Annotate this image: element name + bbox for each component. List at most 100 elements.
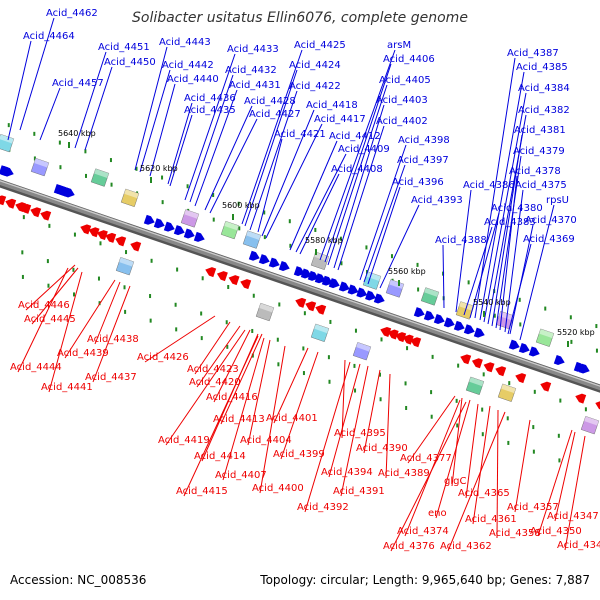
forward-gene-label: arsM <box>387 40 411 51</box>
feature-layer <box>0 133 600 435</box>
scale-label: 5540 kbp <box>473 298 511 307</box>
reverse-gene-arrow <box>20 203 32 214</box>
reverse-gene-label: Acid_4426 <box>137 352 189 363</box>
reverse-leader-line <box>304 361 351 513</box>
tick-mark <box>161 175 164 180</box>
forward-gene-label: Acid_4402 <box>376 116 428 127</box>
feature-box <box>535 328 555 347</box>
tick-mark <box>135 166 138 171</box>
forward-leader-line <box>479 71 525 321</box>
tick-mark <box>482 372 485 377</box>
forward-leader-line <box>319 49 396 261</box>
reverse-gene-arrow <box>315 304 327 315</box>
length-value: 9,965,640 bp; <box>421 573 507 587</box>
tick-mark <box>110 182 113 187</box>
reverse-gene-label: glgC <box>444 476 466 487</box>
tick-mark <box>161 200 164 205</box>
reverse-gene-arrow <box>483 362 495 373</box>
forward-leader-line <box>469 212 500 319</box>
reverse-leader-line <box>554 431 576 522</box>
tick-mark <box>339 236 342 241</box>
forward-leader-line <box>299 173 340 255</box>
forward-gene-label: Acid_4398 <box>398 135 450 146</box>
tick-mark <box>48 223 51 228</box>
forward-gene-label: rpsU <box>546 195 569 206</box>
reverse-gene-arrow <box>88 227 100 238</box>
forward-leader-line <box>289 140 338 251</box>
forward-leader-line <box>504 189 524 333</box>
tick-mark <box>237 201 240 206</box>
reverse-gene-label: Acid_4414 <box>194 451 246 462</box>
tick-mark <box>481 432 484 437</box>
reverse-gene-arrow <box>471 358 483 369</box>
forward-gene-label: Acid_4428 <box>244 96 296 107</box>
reverse-leader-line <box>340 365 369 497</box>
tick-mark <box>225 320 228 325</box>
forward-leader-line <box>442 244 445 309</box>
forward-gene-label: Acid_4380 <box>491 203 543 214</box>
tick-mark <box>378 372 381 377</box>
tick-mark <box>302 346 305 351</box>
tick-mark <box>21 250 24 255</box>
reverse-gene-label: Acid_4350 <box>530 526 582 537</box>
reverse-leader-line <box>259 345 286 494</box>
tick-mark <box>327 355 330 360</box>
reverse-leader-line <box>194 321 231 375</box>
forward-gene-arrow <box>278 260 290 271</box>
reverse-leader-line <box>564 435 586 551</box>
reverse-gene-label: Acid_4445 <box>24 314 76 325</box>
feature-box <box>352 342 372 361</box>
reverse-gene-arrow <box>115 236 127 247</box>
feature-box <box>120 188 140 208</box>
forward-gene-label: Acid_4375 <box>515 180 567 191</box>
forward-leader-line <box>363 164 406 283</box>
tick-mark <box>569 315 572 320</box>
forward-leader-line <box>149 83 176 177</box>
reverse-gene-arrow <box>96 230 108 241</box>
forward-leader-line <box>333 104 385 269</box>
reverse-gene-arrow <box>240 279 252 290</box>
reverse-gene-arrow <box>105 232 117 243</box>
forward-leader-line <box>379 204 420 289</box>
tick-mark <box>150 258 153 263</box>
forward-leader-line <box>507 243 532 335</box>
tick-mark <box>73 232 76 237</box>
forward-gene-arrow <box>163 221 175 232</box>
forward-gene-arrow <box>453 320 465 331</box>
tick-mark <box>226 344 229 349</box>
reverse-gene-label: Acid_4362 <box>440 541 492 552</box>
forward-gene-arrow <box>248 250 260 261</box>
forward-gene-label: Acid_4408 <box>331 164 383 175</box>
leader-layer <box>7 17 586 552</box>
tick-mark <box>263 210 266 215</box>
feature-box <box>362 271 382 290</box>
tick-mark <box>72 267 75 272</box>
forward-gene-label: Acid_4417 <box>314 114 366 125</box>
tick-mark <box>493 313 496 318</box>
forward-gene-label: Acid_4451 <box>98 42 150 53</box>
forward-gene-arrow <box>578 363 590 374</box>
backbone-highlight <box>0 180 600 387</box>
scale-label: 5600 kbp <box>222 201 260 210</box>
forward-leader-line <box>265 123 323 239</box>
reverse-gene-arrow <box>40 210 52 221</box>
reverse-leader-line <box>435 399 471 519</box>
label-layer: Acid_4462Acid_4464Acid_4451Acid_4450Acid… <box>10 8 600 552</box>
reverse-gene-label: Acid_4389 <box>378 468 430 479</box>
tick-mark <box>570 339 573 344</box>
tick-mark <box>174 302 177 307</box>
tick-mark <box>314 227 317 232</box>
reverse-gene-arrow <box>0 195 7 206</box>
reverse-gene-arrow <box>295 297 307 308</box>
forward-leader-line <box>19 17 55 131</box>
feature-box <box>0 133 15 153</box>
tick-mark <box>417 287 420 292</box>
forward-gene-arrow <box>173 225 185 236</box>
forward-gene-label: Acid_4370 <box>525 215 577 226</box>
scale-tick <box>398 280 400 286</box>
forward-gene-label: Acid_4424 <box>289 60 341 71</box>
forward-gene-label: Acid_4383 <box>484 217 536 228</box>
tick-mark <box>7 123 10 128</box>
accession-info: Accession: NC_008536 <box>10 573 146 587</box>
